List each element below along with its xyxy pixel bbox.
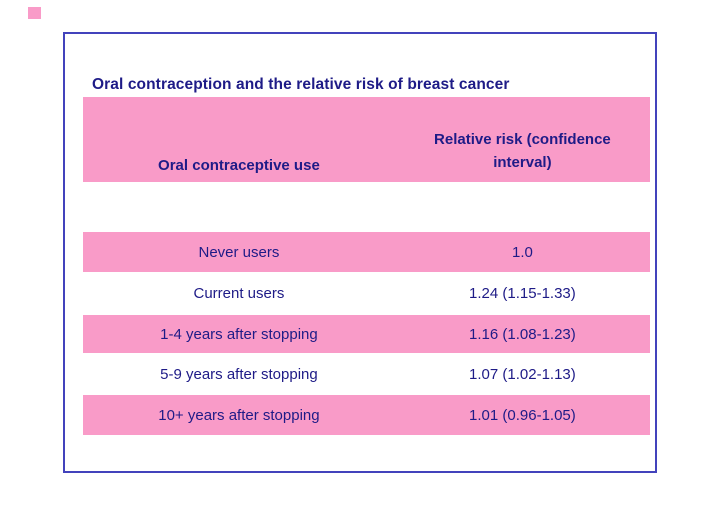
use-cell: 10+ years after stopping [158,406,320,424]
table-header-row: Oral contraceptive use Relative risk (co… [83,97,650,182]
table-row: Never users 1.0 [83,232,650,272]
use-cell: Current users [193,285,285,302]
column-header-risk: Relative risk (confidence interval) [395,129,650,182]
risk-cell: 1.24 (1.15-1.33) [469,285,576,302]
column-header-risk-label: Relative risk (confidence interval) [434,131,611,171]
risk-cell: 1.07 (1.02-1.13) [469,365,576,383]
column-header-use-label: Oral contraceptive use [158,157,320,174]
use-cell: 5-9 years after stopping [160,365,318,383]
use-cell: Never users [198,243,280,261]
slide-title: Oral contraception and the relative risk… [92,76,510,93]
risk-table: Oral contraceptive use Relative risk (co… [83,97,650,435]
use-cell: 1-4 years after stopping [160,325,318,343]
table-row: 5-9 years after stopping 1.07 (1.02-1.13… [83,353,650,395]
risk-cell: 1.16 (1.08-1.23) [469,325,576,343]
column-header-use: Oral contraceptive use [83,157,395,182]
table-row: 1-4 years after stopping 1.16 (1.08-1.23… [83,315,650,353]
risk-cell: 1.0 [511,243,533,261]
pink-corner-accent [28,7,41,19]
slide-frame: Oral contraception and the relative risk… [63,32,657,473]
table-row: 10+ years after stopping 1.01 (0.96-1.05… [83,395,650,435]
table-spacer-row [83,182,650,232]
risk-cell: 1.01 (0.96-1.05) [469,406,576,424]
table-row: Current users 1.24 (1.15-1.33) [83,272,650,315]
